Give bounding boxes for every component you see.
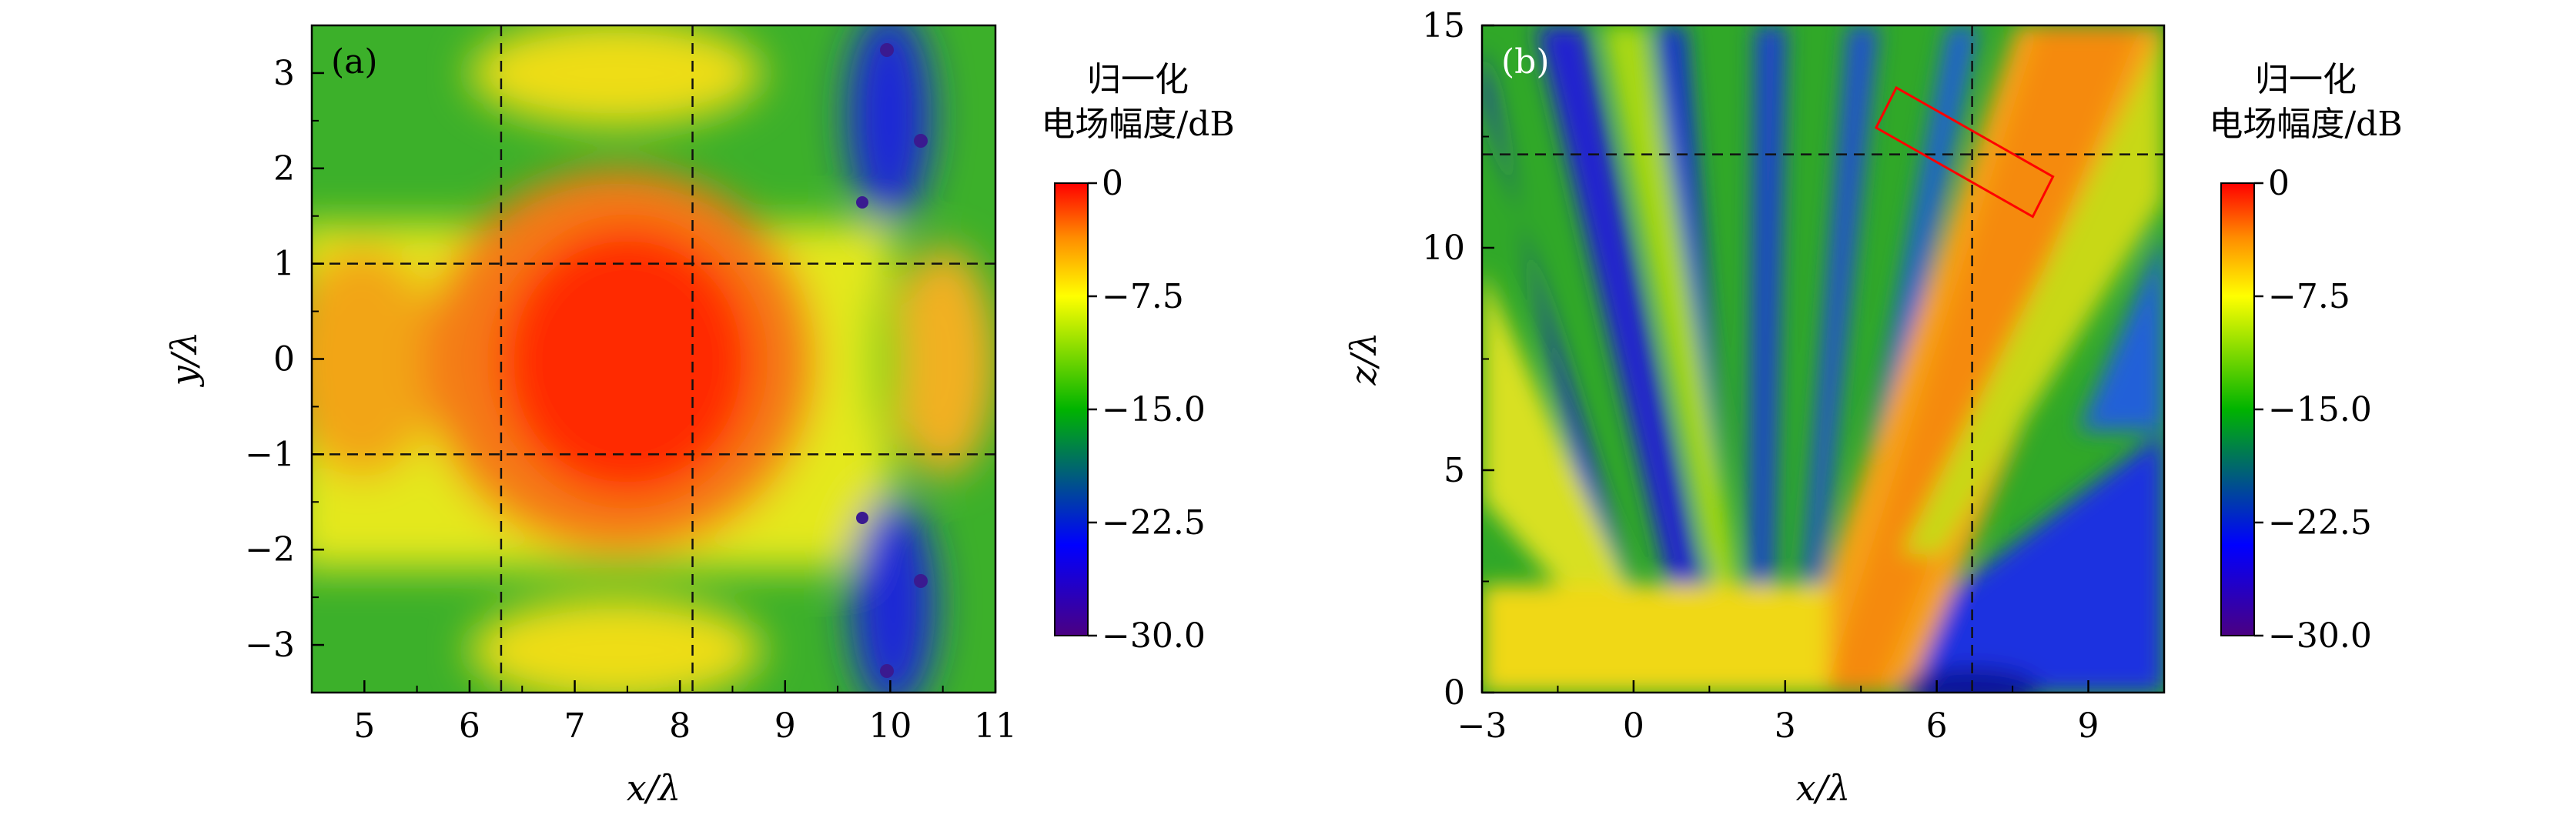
colorbar-gradient-b [2220, 182, 2255, 636]
y-tick-label: 3 [273, 54, 295, 93]
y-tick-label: 0 [1444, 673, 1465, 713]
x-tick-label: 11 [974, 706, 1017, 746]
y-tick-label: 2 [273, 149, 295, 189]
y-tick-label: 1 [273, 245, 295, 284]
y-tick-label: 0 [273, 340, 295, 379]
colorbar-tick-label: −30.0 [1102, 616, 1206, 656]
colorbar-tick-label: −7.5 [2268, 277, 2350, 316]
colorbar-tick-label: −15.0 [2268, 390, 2372, 429]
y-tick-label: −3 [245, 626, 295, 665]
colorbar-title-line2-a: 电场幅度/dB [1041, 105, 1234, 144]
x-tick-label: 8 [669, 706, 691, 746]
y-tick-label: 10 [1422, 229, 1465, 268]
y-axis-label-a: y/λ [163, 332, 205, 388]
y-tick-label: −1 [245, 435, 295, 474]
colorbar-tick-label: −22.5 [2268, 503, 2372, 543]
y-tick-label: 5 [1444, 451, 1465, 490]
x-tick-label: 9 [2078, 706, 2099, 746]
heatmap-b [1482, 25, 2164, 693]
y-axis-label-b: z/λ [1343, 332, 1384, 386]
y-tick-label: −2 [245, 530, 295, 569]
colorbar-ticks-b: 0 −7.5 −15.0 −22.5 −30.0 [2254, 164, 2372, 656]
panel-label-b: (b) [1501, 42, 1550, 82]
colorbar-gradient-a [1054, 182, 1089, 636]
heatmap-a [312, 25, 995, 693]
y-tick-label: 15 [1422, 6, 1465, 45]
colorbar-tick-label: −30.0 [2268, 616, 2372, 656]
colorbar-a: 归一化 电场幅度/dB 0 −7.5 −15.0 −22.5 −30.0 [1041, 60, 1234, 656]
dashed-lines-b [1482, 25, 2164, 693]
colorbar-tick-label: −15.0 [1102, 390, 1206, 429]
colorbar-title-line1-a: 归一化 [1087, 60, 1189, 99]
colorbar-tick-label: −7.5 [1102, 277, 1184, 316]
x-tick-label: 10 [868, 706, 912, 746]
colorbar-tick-label: 0 [2268, 164, 2290, 203]
x-tick-label: 6 [459, 706, 480, 746]
x-tick-label: 7 [564, 706, 586, 746]
x-tick-label: 9 [774, 706, 796, 746]
panel-a: 5 6 7 8 9 10 11 −3 −2 −1 0 1 2 3 (a) x/λ y/λ 归一化 电场幅度… [163, 24, 1235, 809]
colorbar-ticks-a: 0 −7.5 −15.0 −22.5 −30.0 [1088, 164, 1206, 656]
x-tick-label: 6 [1926, 706, 1948, 746]
colorbar-title-line2-b: 电场幅度/dB [2209, 105, 2402, 144]
x-axis-label-a: x/λ [627, 767, 681, 809]
colorbar-title-line1-b: 归一化 [2255, 60, 2357, 99]
x-tick-label: 3 [1775, 706, 1796, 746]
panel-label-a: (a) [331, 42, 378, 82]
x-tick-label: −3 [1457, 706, 1507, 746]
colorbar-tick-label: −22.5 [1102, 503, 1206, 543]
x-axis-label-b: x/λ [1796, 767, 1851, 809]
ticks-a: 5 6 7 8 9 10 11 −3 −2 −1 0 1 2 3 [245, 25, 1017, 746]
x-tick-label: 0 [1623, 706, 1644, 746]
colorbar-b: 归一化 电场幅度/dB 0 −7.5 −15.0 −22.5 −30.0 [2209, 60, 2402, 656]
colorbar-tick-label: 0 [1102, 164, 1123, 203]
highlight-box-b [1874, 85, 2055, 219]
x-tick-label: 5 [353, 706, 375, 746]
dashed-lines-a [312, 25, 995, 693]
